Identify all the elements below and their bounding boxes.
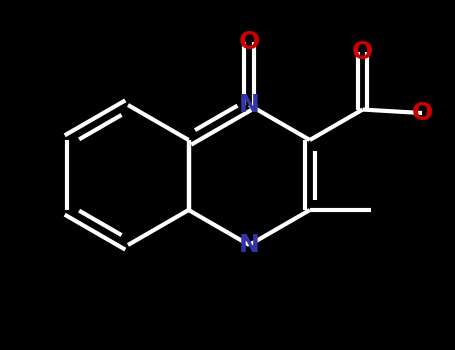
Text: N: N <box>239 233 260 257</box>
Text: O: O <box>411 101 433 125</box>
Text: O: O <box>352 40 373 64</box>
Text: O: O <box>238 30 260 54</box>
Text: N: N <box>239 93 260 117</box>
